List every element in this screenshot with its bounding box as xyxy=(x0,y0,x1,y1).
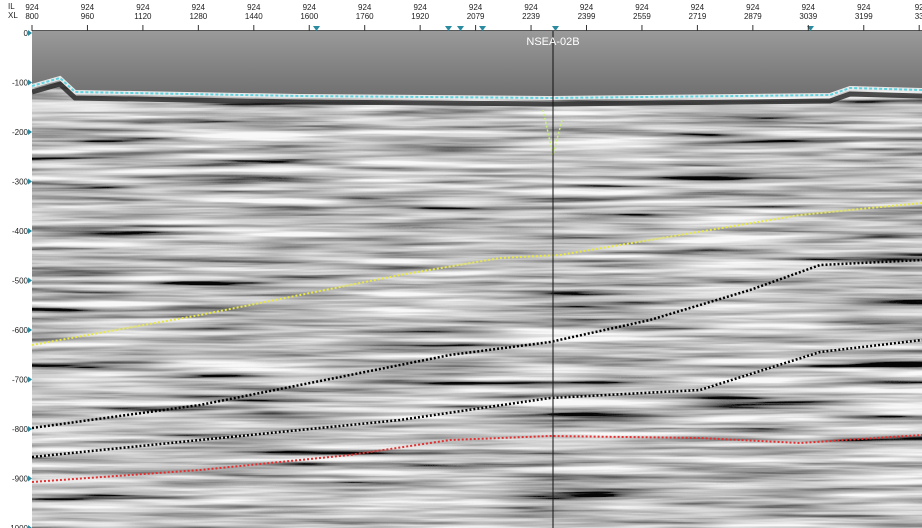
inline-label: 924 xyxy=(635,3,649,12)
crossline-label: 2559 xyxy=(633,12,651,21)
crossline-label: 1760 xyxy=(356,12,374,21)
inline-label: 924 xyxy=(192,3,206,12)
inline-label: 924 xyxy=(247,3,261,12)
depth-label: -800 xyxy=(12,425,29,434)
depth-tick xyxy=(28,476,32,482)
crossline-label: 1440 xyxy=(245,12,263,21)
crossline-label: 800 xyxy=(25,12,39,21)
inline-label: 924 xyxy=(802,3,816,12)
seismic-view: NSEA-02B IL XL 9248009249609241120924128… xyxy=(0,0,922,528)
crossline-label: 1600 xyxy=(300,12,318,21)
inline-label: 924 xyxy=(303,3,317,12)
depth-label: -400 xyxy=(12,227,29,236)
crossline-label: 2399 xyxy=(578,12,596,21)
depth-tick xyxy=(28,80,32,86)
inline-label: 924 xyxy=(413,3,427,12)
crossline-label: 2879 xyxy=(744,12,762,21)
inline-label: 924 xyxy=(358,3,372,12)
depth-tick xyxy=(28,179,32,185)
depth-label: -200 xyxy=(12,128,29,137)
crossline-label: 1920 xyxy=(411,12,429,21)
depth-label: 0 xyxy=(24,29,29,38)
depth-label: -300 xyxy=(12,178,29,187)
inline-label: 924 xyxy=(524,3,538,12)
inline-label: 924 xyxy=(136,3,150,12)
depth-tick xyxy=(28,327,32,333)
inline-label: 92 xyxy=(915,3,922,12)
crossline-label: 1120 xyxy=(134,12,152,21)
depth-label: -700 xyxy=(12,376,29,385)
inline-label: 924 xyxy=(691,3,705,12)
crossline-label: 33 xyxy=(915,12,922,21)
inline-label: 924 xyxy=(81,3,95,12)
depth-label: -500 xyxy=(12,277,29,286)
crossline-label: 2239 xyxy=(522,12,540,21)
crossline-label: 2079 xyxy=(467,12,485,21)
il-label: IL xyxy=(8,2,15,11)
crossline-label: 3199 xyxy=(855,12,873,21)
xl-label: XL xyxy=(8,11,18,20)
crossline-label: 960 xyxy=(81,12,95,21)
depth-label: -1000 xyxy=(8,524,29,528)
inline-label: 924 xyxy=(857,3,871,12)
inline-label: 924 xyxy=(469,3,483,12)
depth-tick xyxy=(28,129,32,135)
inline-label: 924 xyxy=(25,3,39,12)
well-label: NSEA-02B xyxy=(526,36,579,48)
depth-tick xyxy=(28,30,32,36)
crossline-label: 2719 xyxy=(689,12,707,21)
seismic-section: NSEA-02B xyxy=(32,31,922,528)
depth-label: -100 xyxy=(12,79,29,88)
crossline-label: 1280 xyxy=(189,12,207,21)
depth-tick xyxy=(28,426,32,432)
inline-label: 924 xyxy=(580,3,594,12)
depth-tick xyxy=(28,228,32,234)
depth-label: -600 xyxy=(12,326,29,335)
inline-label: 924 xyxy=(746,3,760,12)
depth-tick xyxy=(28,377,32,383)
crossline-label: 3039 xyxy=(799,12,817,21)
depth-label: -900 xyxy=(12,475,29,484)
depth-tick xyxy=(28,278,32,284)
